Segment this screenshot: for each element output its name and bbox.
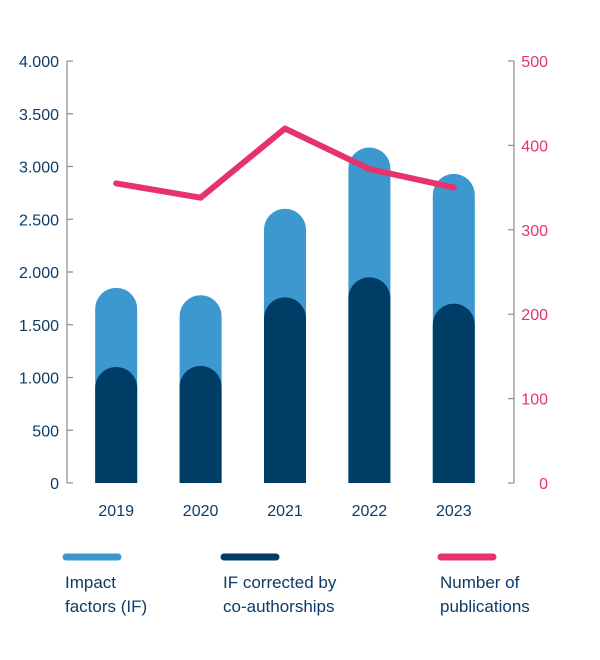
- x-tick-label-2022: 2022: [352, 503, 388, 520]
- bar-if-corrected-2022: [348, 277, 391, 483]
- line-number-of-publications: [113, 125, 457, 201]
- x-tick-label-2020: 2020: [183, 503, 219, 520]
- legend-label-1-line-1: co-authorships: [223, 597, 335, 616]
- left-tick-label: 3.500: [19, 107, 59, 124]
- legend-label-1-line-0: IF corrected by: [223, 573, 337, 592]
- axes-layer: [66, 60, 515, 484]
- right-tick-label: 500: [521, 54, 548, 71]
- bars-layer: [95, 147, 475, 483]
- legend-label-0-line-1: factors (IF): [65, 597, 147, 616]
- x-tick-label-2023: 2023: [436, 503, 472, 520]
- bar-if-corrected-2020: [179, 365, 222, 483]
- right-tick-label: 300: [521, 223, 548, 240]
- legend-label-2-line-1: publications: [440, 597, 530, 616]
- right-tick-label: 200: [521, 307, 548, 324]
- bar-if-corrected-2019: [95, 366, 138, 483]
- left-tick-label: 0: [50, 476, 59, 493]
- left-tick-label: 2.500: [19, 212, 59, 229]
- legend-label-2-line-0: Number of: [440, 573, 520, 592]
- x-tick-label-2019: 2019: [98, 503, 134, 520]
- bar-if-corrected-2021: [264, 297, 306, 483]
- left-tick-label: 4.000: [19, 54, 59, 71]
- left-tick-label: 2.000: [19, 265, 59, 282]
- bar-if-corrected-2023: [432, 303, 475, 483]
- right-tick-label: 0: [539, 476, 548, 493]
- left-tick-label: 1.500: [19, 318, 59, 335]
- line-layer: [113, 125, 457, 201]
- left-tick-label: 1.000: [19, 371, 59, 388]
- legend-label-0-line-0: Impact: [65, 573, 116, 592]
- right-tick-label: 400: [521, 138, 548, 155]
- x-tick-label-2021: 2021: [267, 503, 303, 520]
- left-tick-label: 3.000: [19, 160, 59, 177]
- legend: Impact factors (IF) IF corrected by co-auth…: [62, 553, 530, 616]
- right-tick-label: 100: [521, 392, 548, 409]
- left-tick-label: 500: [32, 423, 59, 440]
- ticks-layer: 0 500 1.000 1.500 2.000 2.500 3.000 3.500 4.000 0…: [19, 54, 548, 520]
